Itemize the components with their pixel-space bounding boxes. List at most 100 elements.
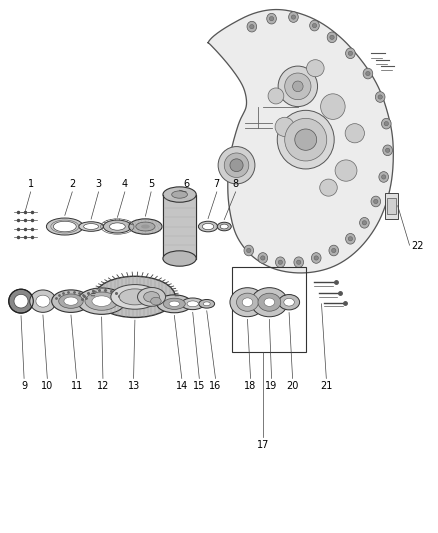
Text: 1: 1 <box>28 179 34 189</box>
Ellipse shape <box>345 124 364 143</box>
Ellipse shape <box>79 222 103 231</box>
Text: 19: 19 <box>265 381 278 391</box>
Ellipse shape <box>381 118 391 129</box>
Ellipse shape <box>278 66 318 107</box>
Text: 15: 15 <box>193 381 205 391</box>
Ellipse shape <box>258 253 268 263</box>
Ellipse shape <box>36 295 50 307</box>
Text: 10: 10 <box>41 381 53 391</box>
Text: 14: 14 <box>176 381 188 391</box>
Ellipse shape <box>138 287 166 306</box>
Polygon shape <box>163 195 196 259</box>
Ellipse shape <box>59 294 83 308</box>
Ellipse shape <box>144 292 159 302</box>
Ellipse shape <box>385 148 390 152</box>
Ellipse shape <box>384 122 389 126</box>
Ellipse shape <box>199 300 215 308</box>
Ellipse shape <box>92 296 111 306</box>
Ellipse shape <box>251 288 288 317</box>
Ellipse shape <box>247 248 251 253</box>
Ellipse shape <box>95 276 175 318</box>
Bar <box>385 193 398 219</box>
Ellipse shape <box>346 48 355 59</box>
Ellipse shape <box>187 301 198 306</box>
Text: 11: 11 <box>71 381 83 391</box>
Text: 2: 2 <box>69 179 75 189</box>
Polygon shape <box>208 10 393 273</box>
Ellipse shape <box>163 251 196 266</box>
Ellipse shape <box>321 94 345 119</box>
Ellipse shape <box>284 298 294 306</box>
Ellipse shape <box>46 218 83 235</box>
Text: 18: 18 <box>244 381 257 391</box>
Ellipse shape <box>348 51 353 55</box>
Ellipse shape <box>371 196 381 207</box>
Ellipse shape <box>203 302 210 306</box>
Ellipse shape <box>366 71 370 76</box>
Ellipse shape <box>163 187 196 202</box>
Text: 12: 12 <box>97 381 109 391</box>
Ellipse shape <box>381 175 386 179</box>
Ellipse shape <box>64 297 78 305</box>
Ellipse shape <box>348 237 353 241</box>
Ellipse shape <box>346 233 355 244</box>
Ellipse shape <box>285 73 311 100</box>
Ellipse shape <box>378 95 382 99</box>
Ellipse shape <box>285 118 327 161</box>
Ellipse shape <box>383 145 392 156</box>
Text: 21: 21 <box>320 381 332 391</box>
Ellipse shape <box>329 245 339 256</box>
Ellipse shape <box>360 217 369 228</box>
Ellipse shape <box>237 293 258 311</box>
Ellipse shape <box>14 294 28 308</box>
Ellipse shape <box>261 256 265 260</box>
Ellipse shape <box>279 295 300 310</box>
Ellipse shape <box>335 160 357 181</box>
Ellipse shape <box>230 288 265 317</box>
Ellipse shape <box>294 257 304 268</box>
Ellipse shape <box>218 147 255 184</box>
Ellipse shape <box>312 23 317 28</box>
Ellipse shape <box>111 285 159 309</box>
Ellipse shape <box>230 159 243 172</box>
Ellipse shape <box>84 224 99 229</box>
Ellipse shape <box>9 289 33 313</box>
Ellipse shape <box>224 153 249 177</box>
Text: 4: 4 <box>122 179 128 189</box>
Ellipse shape <box>129 219 162 234</box>
Ellipse shape <box>320 179 337 196</box>
Ellipse shape <box>332 248 336 253</box>
Bar <box>387 198 396 214</box>
Ellipse shape <box>295 129 317 150</box>
Ellipse shape <box>362 221 367 225</box>
Ellipse shape <box>379 172 389 182</box>
Ellipse shape <box>157 295 192 313</box>
Ellipse shape <box>52 290 90 312</box>
Ellipse shape <box>217 222 231 231</box>
Ellipse shape <box>85 292 118 310</box>
Text: 3: 3 <box>95 179 102 189</box>
Ellipse shape <box>78 288 126 314</box>
Text: 9: 9 <box>21 381 27 391</box>
Ellipse shape <box>242 298 253 306</box>
Ellipse shape <box>169 301 180 306</box>
Text: 8: 8 <box>233 179 239 189</box>
Ellipse shape <box>119 289 151 305</box>
Ellipse shape <box>220 224 228 229</box>
Ellipse shape <box>297 260 301 264</box>
Ellipse shape <box>202 223 214 230</box>
Text: 13: 13 <box>127 381 140 391</box>
Ellipse shape <box>277 110 334 169</box>
Text: 5: 5 <box>148 179 154 189</box>
Ellipse shape <box>103 220 131 233</box>
Ellipse shape <box>30 290 56 312</box>
Ellipse shape <box>136 222 155 231</box>
Text: 6: 6 <box>183 179 189 189</box>
Ellipse shape <box>374 199 378 204</box>
Ellipse shape <box>267 13 276 24</box>
Ellipse shape <box>141 224 150 229</box>
Ellipse shape <box>258 293 281 311</box>
Ellipse shape <box>276 257 285 268</box>
Text: 20: 20 <box>286 381 299 391</box>
Ellipse shape <box>264 298 275 306</box>
